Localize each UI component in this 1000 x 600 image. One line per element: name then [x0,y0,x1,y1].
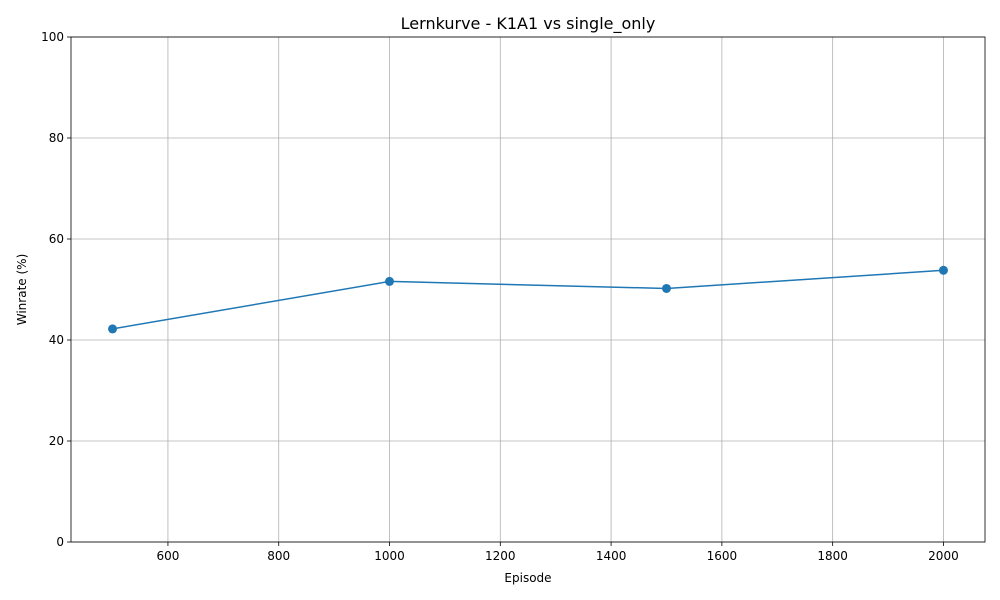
x-axis-ticks: 600 800 1000 1200 1400 1600 1800 2000 [156,542,959,563]
x-tick-label: 1000 [374,549,405,563]
data-point [661,283,671,293]
y-tick-label: 60 [49,232,64,246]
y-tick-label: 100 [41,30,64,44]
x-tick-label: 1800 [817,549,848,563]
data-point [385,276,395,286]
y-tick-label: 80 [49,131,64,145]
data-point [938,265,948,275]
y-axis-label: Winrate (%) [15,254,29,326]
y-tick-label: 40 [49,333,64,347]
x-tick-label: 800 [267,549,290,563]
series-line [112,269,944,330]
x-tick-label: 1200 [485,549,516,563]
x-tick-label: 1600 [707,549,738,563]
x-tick-label: 600 [156,549,179,563]
y-tick-label: 20 [49,434,64,448]
x-axis-label: Episode [504,571,551,585]
x-tick-label: 2000 [928,549,959,563]
chart-title: Lernkurve - K1A1 vs single_only [401,14,656,34]
x-tick-label: 1400 [596,549,627,563]
data-point [108,324,118,334]
y-axis-ticks: 0 20 40 60 80 100 [41,30,71,549]
y-tick-label: 0 [56,535,64,549]
series-layer [108,265,948,334]
axes-frame [70,36,986,543]
